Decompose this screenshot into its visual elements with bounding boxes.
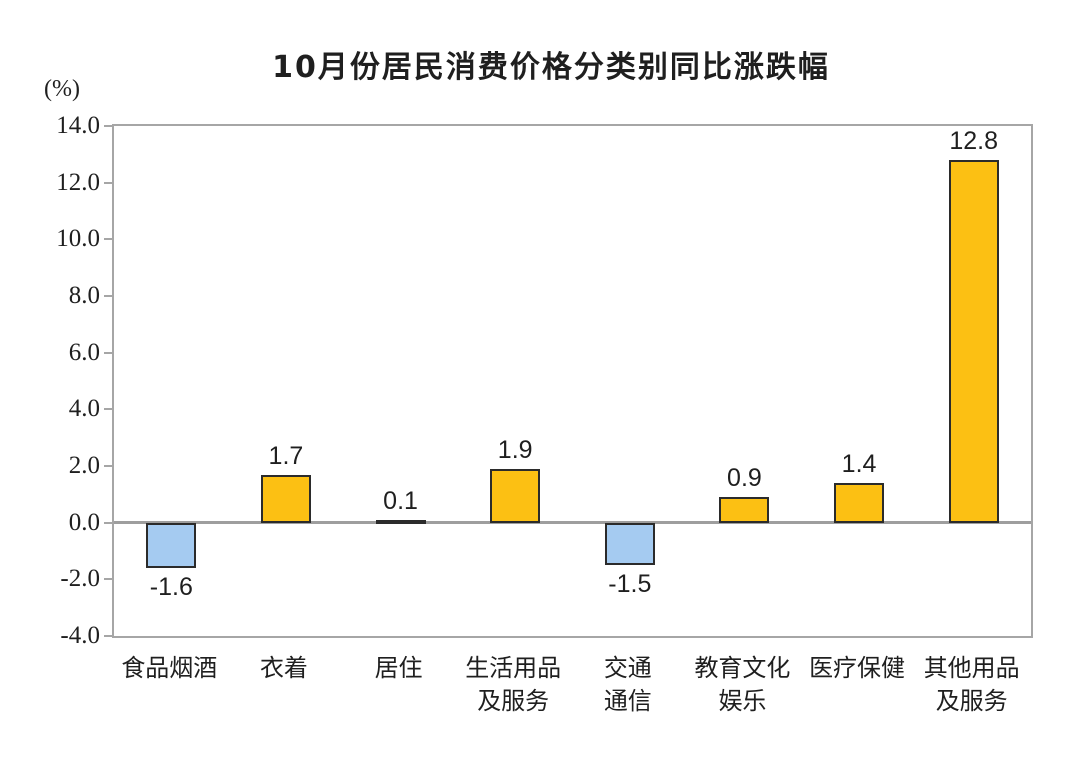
category-label-line: 食品烟酒: [121, 655, 218, 682]
category-label-line: 衣着: [259, 655, 308, 682]
category-label: 衣着: [227, 652, 342, 685]
bar-value-label: -1.6: [149, 573, 193, 601]
y-tick-label: 0.0: [68, 508, 100, 536]
y-tick-mark: [104, 408, 112, 411]
category-label: 医疗保健: [800, 652, 915, 685]
bar-value-label: 1.7: [268, 441, 304, 470]
y-tick-label: 6.0: [68, 338, 100, 366]
category-label-line: 医疗保健: [809, 655, 906, 682]
bar-value-label: -1.5: [608, 570, 652, 599]
y-tick-label: 14.0: [56, 112, 100, 139]
bar: [375, 519, 426, 524]
category-label-line: 其他用品: [923, 655, 1020, 682]
y-tick-mark: [104, 351, 112, 354]
category-label-line: 教育文化: [694, 655, 791, 682]
category-label: 居住: [341, 652, 456, 685]
y-tick-mark: [104, 578, 112, 581]
category-label-line: 通信: [603, 688, 652, 715]
category-label: 教育文化 娱乐: [685, 652, 800, 718]
y-tick-label: -4.0: [60, 622, 100, 649]
y-tick-label: 4.0: [68, 395, 100, 423]
bar: [719, 497, 770, 523]
category-label-line: 居住: [374, 655, 423, 682]
bar: [490, 468, 541, 523]
bar: [834, 483, 885, 523]
y-tick-label: 2.0: [68, 452, 100, 479]
y-tick-mark: [104, 635, 112, 637]
y-tick-label: 10.0: [56, 225, 100, 253]
bar: [948, 160, 999, 523]
chart-title: 10月份居民消费价格分类别同比涨跌幅: [272, 50, 830, 85]
y-tick-label: 8.0: [68, 282, 100, 309]
y-tick-mark: [104, 125, 112, 127]
y-tick-label: -2.0: [60, 565, 100, 593]
bar-value-label: 1.9: [497, 435, 533, 464]
bar: [146, 522, 197, 568]
bar-value-label: 0.9: [727, 464, 762, 493]
category-label-line: 娱乐: [718, 688, 767, 715]
category-label: 其他用品 及服务: [914, 652, 1029, 718]
bar-value-label: 1.4: [841, 450, 877, 478]
y-tick-mark: [104, 181, 112, 184]
bar-value-label: 0.1: [383, 486, 418, 515]
y-tick-mark: [104, 521, 112, 524]
bar: [604, 522, 655, 566]
bar-value-label: 12.8: [949, 126, 999, 155]
bar: [260, 474, 311, 523]
y-tick-mark: [104, 465, 112, 467]
y-tick-label: 12.0: [56, 168, 100, 196]
plot-area: -1.6 1.7 0.1 1.9 -1.5 0.9 1.4 12.8: [104, 124, 1033, 638]
category-label: 交通 通信: [571, 652, 686, 718]
y-tick-mark: [104, 238, 112, 241]
category-label: 食品烟酒: [112, 652, 227, 685]
category-label-line: 及服务: [935, 688, 1008, 715]
category-label-line: 生活用品: [465, 655, 562, 682]
category-label: 生活用品 及服务: [456, 652, 571, 718]
y-axis-unit-label: (%): [44, 76, 80, 102]
x-axis-category-labels: 食品烟酒 衣着 居住 生活用品 及服务 交通 通信 教育文化 娱乐 医疗保健 其他用品 及服务: [112, 652, 1033, 732]
zero-line: [114, 521, 1031, 525]
category-label-line: 及服务: [477, 688, 550, 715]
y-tick-mark: [104, 295, 112, 297]
category-label-line: 交通: [603, 655, 652, 682]
